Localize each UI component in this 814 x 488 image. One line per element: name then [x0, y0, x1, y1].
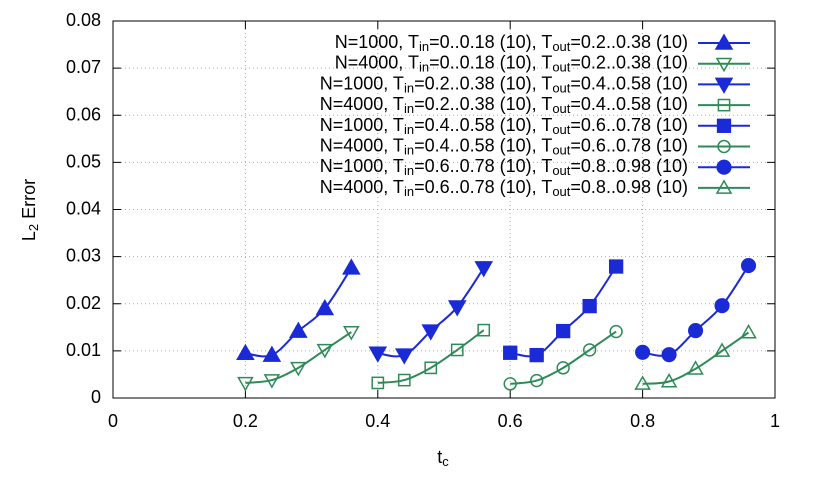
marker	[529, 347, 544, 363]
marker	[503, 377, 517, 391]
marker	[397, 373, 411, 387]
marker	[635, 344, 651, 360]
y-tick-label: 0.06	[66, 104, 101, 124]
marker	[716, 159, 732, 175]
x-tick-label: 1	[770, 411, 780, 431]
legend: N=1000, Tin=0..0.18 (10), Tout=0.2..0.38…	[320, 32, 750, 200]
marker	[582, 343, 597, 357]
y-tick-label: 0.05	[66, 151, 101, 171]
marker	[421, 324, 441, 341]
series-line	[377, 329, 485, 384]
marker	[713, 342, 731, 357]
y-tick-label: 0.02	[66, 293, 101, 313]
legend-label: N=4000, Tin=0.2..0.38 (10), Tout=0.4..0.…	[320, 94, 688, 117]
series-line	[510, 330, 617, 385]
marker	[556, 361, 570, 375]
marker	[556, 323, 571, 339]
marker	[477, 323, 491, 337]
marker	[447, 300, 467, 317]
marker	[529, 373, 544, 388]
legend-label: N=4000, Tin=0.6..0.78 (10), Tout=0.8..0.…	[320, 177, 688, 200]
marker	[634, 375, 651, 390]
legend-label: N=4000, Tin=0.4..0.58 (10), Tout=0.6..0.…	[320, 135, 688, 158]
marker	[450, 343, 464, 357]
marker	[371, 376, 385, 390]
marker	[714, 33, 734, 50]
series-line	[245, 331, 352, 384]
legend-label: N=1000, Tin=0..0.18 (10), Tout=0.2..0.38…	[335, 32, 688, 55]
marker	[715, 179, 733, 194]
marker	[714, 298, 730, 314]
marker	[263, 374, 281, 389]
marker	[424, 361, 438, 375]
marker	[394, 348, 414, 365]
marker	[290, 361, 307, 377]
marker	[740, 323, 757, 339]
x-tick-label: 0.2	[233, 411, 258, 431]
marker	[315, 298, 335, 316]
marker	[608, 259, 624, 274]
marker	[661, 347, 677, 363]
marker	[289, 321, 308, 338]
marker	[688, 323, 704, 339]
plot-frame	[112, 20, 776, 399]
marker	[716, 118, 732, 133]
series-line	[642, 265, 750, 357]
marker	[715, 57, 733, 73]
y-tick-label: 0.01	[66, 340, 101, 360]
y-tick-label: 0.07	[66, 57, 101, 77]
marker	[236, 343, 255, 360]
marker	[582, 298, 597, 314]
marker	[237, 376, 254, 392]
marker	[342, 258, 361, 275]
marker	[343, 326, 360, 341]
y-tick-label: 0	[91, 387, 101, 407]
legend-label: N=4000, Tin=0..0.18 (10), Tout=0.2..0.38…	[335, 52, 688, 75]
marker	[609, 324, 623, 339]
legend-label: N=1000, Tin=0.2..0.38 (10), Tout=0.4..0.…	[320, 73, 688, 96]
x-tick-label: 0	[108, 411, 118, 431]
legend-label: N=1000, Tin=0.4..0.58 (10), Tout=0.6..0.…	[320, 115, 688, 138]
y-tick-label: 0.03	[66, 245, 101, 265]
marker	[714, 77, 734, 94]
marker	[740, 258, 757, 274]
y-tick-label: 0.04	[66, 198, 101, 218]
series-line	[642, 331, 750, 385]
marker	[717, 139, 731, 154]
x-tick-label: 0.6	[498, 411, 523, 431]
marker	[687, 360, 704, 375]
marker	[474, 261, 494, 278]
marker	[660, 372, 678, 388]
x-axis-label: tc	[437, 447, 449, 470]
marker	[262, 345, 282, 362]
y-axis-label: L2 Error	[19, 179, 42, 241]
legend-label: N=1000, Tin=0.6..0.78 (10), Tout=0.8..0.…	[320, 156, 688, 179]
marker	[503, 345, 518, 360]
marker	[316, 343, 334, 359]
y-tick-label: 0.08	[66, 10, 101, 30]
marker	[368, 346, 388, 363]
marker	[717, 98, 731, 112]
x-tick-label: 0.8	[630, 411, 655, 431]
x-tick-label: 0.4	[365, 411, 390, 431]
